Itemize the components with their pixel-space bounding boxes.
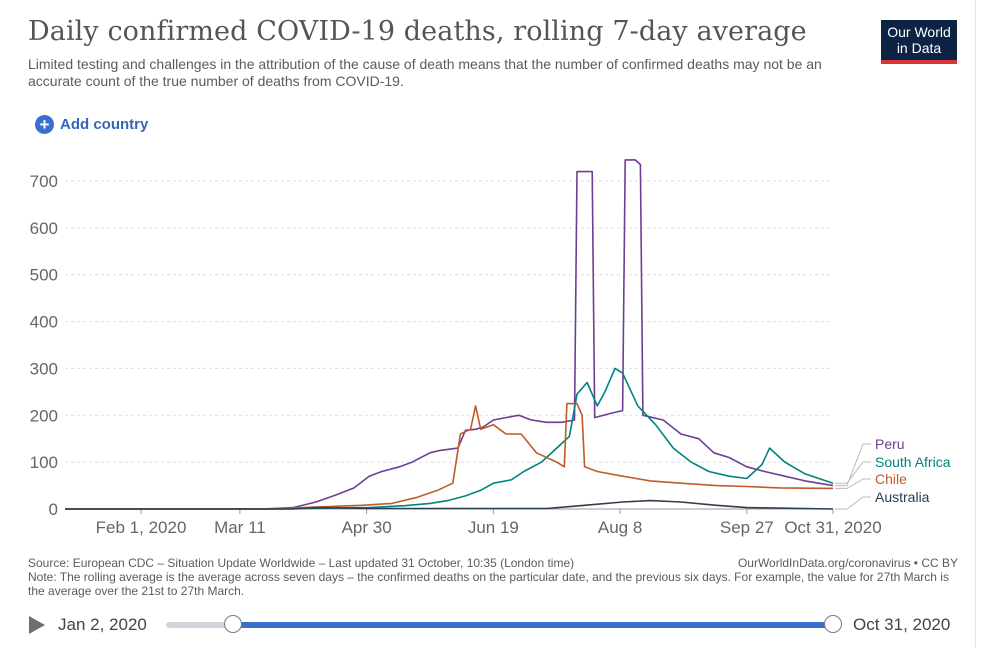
- y-tick-label-500: 500: [30, 266, 58, 285]
- chart-title: Daily confirmed COVID-19 deaths, rolling…: [28, 16, 807, 47]
- timeline-start-label: Jan 2, 2020: [58, 615, 147, 634]
- x-tick-label-6: Oct 31, 2020: [784, 518, 881, 537]
- timeline-end-label: Oct 31, 2020: [853, 615, 951, 634]
- y-tick-label-100: 100: [30, 453, 58, 472]
- series-line-peru: [65, 159, 834, 510]
- x-tick-label-0: Feb 1, 2020: [96, 518, 187, 537]
- timeline-end-handle[interactable]: [824, 615, 842, 633]
- source-text: Source: European CDC – Situation Update …: [28, 556, 575, 570]
- legend-connector-australia: [835, 496, 871, 510]
- add-country-label: Add country: [60, 115, 149, 133]
- line-chart[interactable]: 0 100 200 300 400 500 600 700 Feb 1, 2020 Mar 11 A…: [0, 150, 976, 540]
- x-tick-label-3: Jun 19: [468, 518, 519, 537]
- x-tick-label-5: Sep 27: [720, 518, 774, 537]
- x-tick-label-1: Mar 11: [214, 518, 266, 537]
- y-tick-label-300: 300: [30, 359, 58, 378]
- chart-footer: Source: European CDC – Situation Update …: [28, 556, 958, 598]
- timeline-start-handle[interactable]: [224, 615, 242, 633]
- timeline: Jan 2, 2020 Oct 31, 2020: [0, 610, 976, 640]
- x-tick-label-4: Aug 8: [598, 518, 642, 537]
- legend-connector-peru: [835, 443, 871, 487]
- legend-connector-chile: [835, 478, 871, 489]
- legend-label-chile: Chile: [875, 471, 907, 487]
- legend-label-south-africa: South Africa: [875, 454, 951, 470]
- y-tick-label-600: 600: [30, 219, 58, 238]
- logo-line-1: Our World: [887, 24, 951, 40]
- play-icon[interactable]: [29, 616, 45, 634]
- series-line-australia: [65, 499, 834, 510]
- credit-link[interactable]: OurWorldInData.org/coronavirus • CC BY: [737, 556, 958, 570]
- series-line-chile: [65, 402, 834, 510]
- y-tick-label-0: 0: [49, 500, 58, 519]
- timeline-range: [233, 622, 833, 628]
- x-tick-label-2: Apr 30: [342, 518, 392, 537]
- chart-subtitle: Limited testing and challenges in the at…: [28, 56, 822, 89]
- y-tick-label-400: 400: [30, 313, 58, 332]
- owid-logo[interactable]: Our World in Data: [881, 20, 957, 64]
- plus-circle-icon: +: [35, 114, 54, 134]
- legend-connector-south-africa: [835, 461, 871, 484]
- y-tick-label-700: 700: [30, 172, 58, 191]
- logo-line-2: in Data: [896, 40, 942, 56]
- legend-label-peru: Peru: [875, 436, 905, 452]
- legend-label-australia: Australia: [875, 489, 930, 505]
- y-tick-label-200: 200: [30, 406, 58, 425]
- note-text: Note: The rolling average is the average…: [28, 570, 949, 598]
- add-country-button[interactable]: + Add country: [35, 114, 148, 134]
- series-line-south-africa: [65, 367, 834, 510]
